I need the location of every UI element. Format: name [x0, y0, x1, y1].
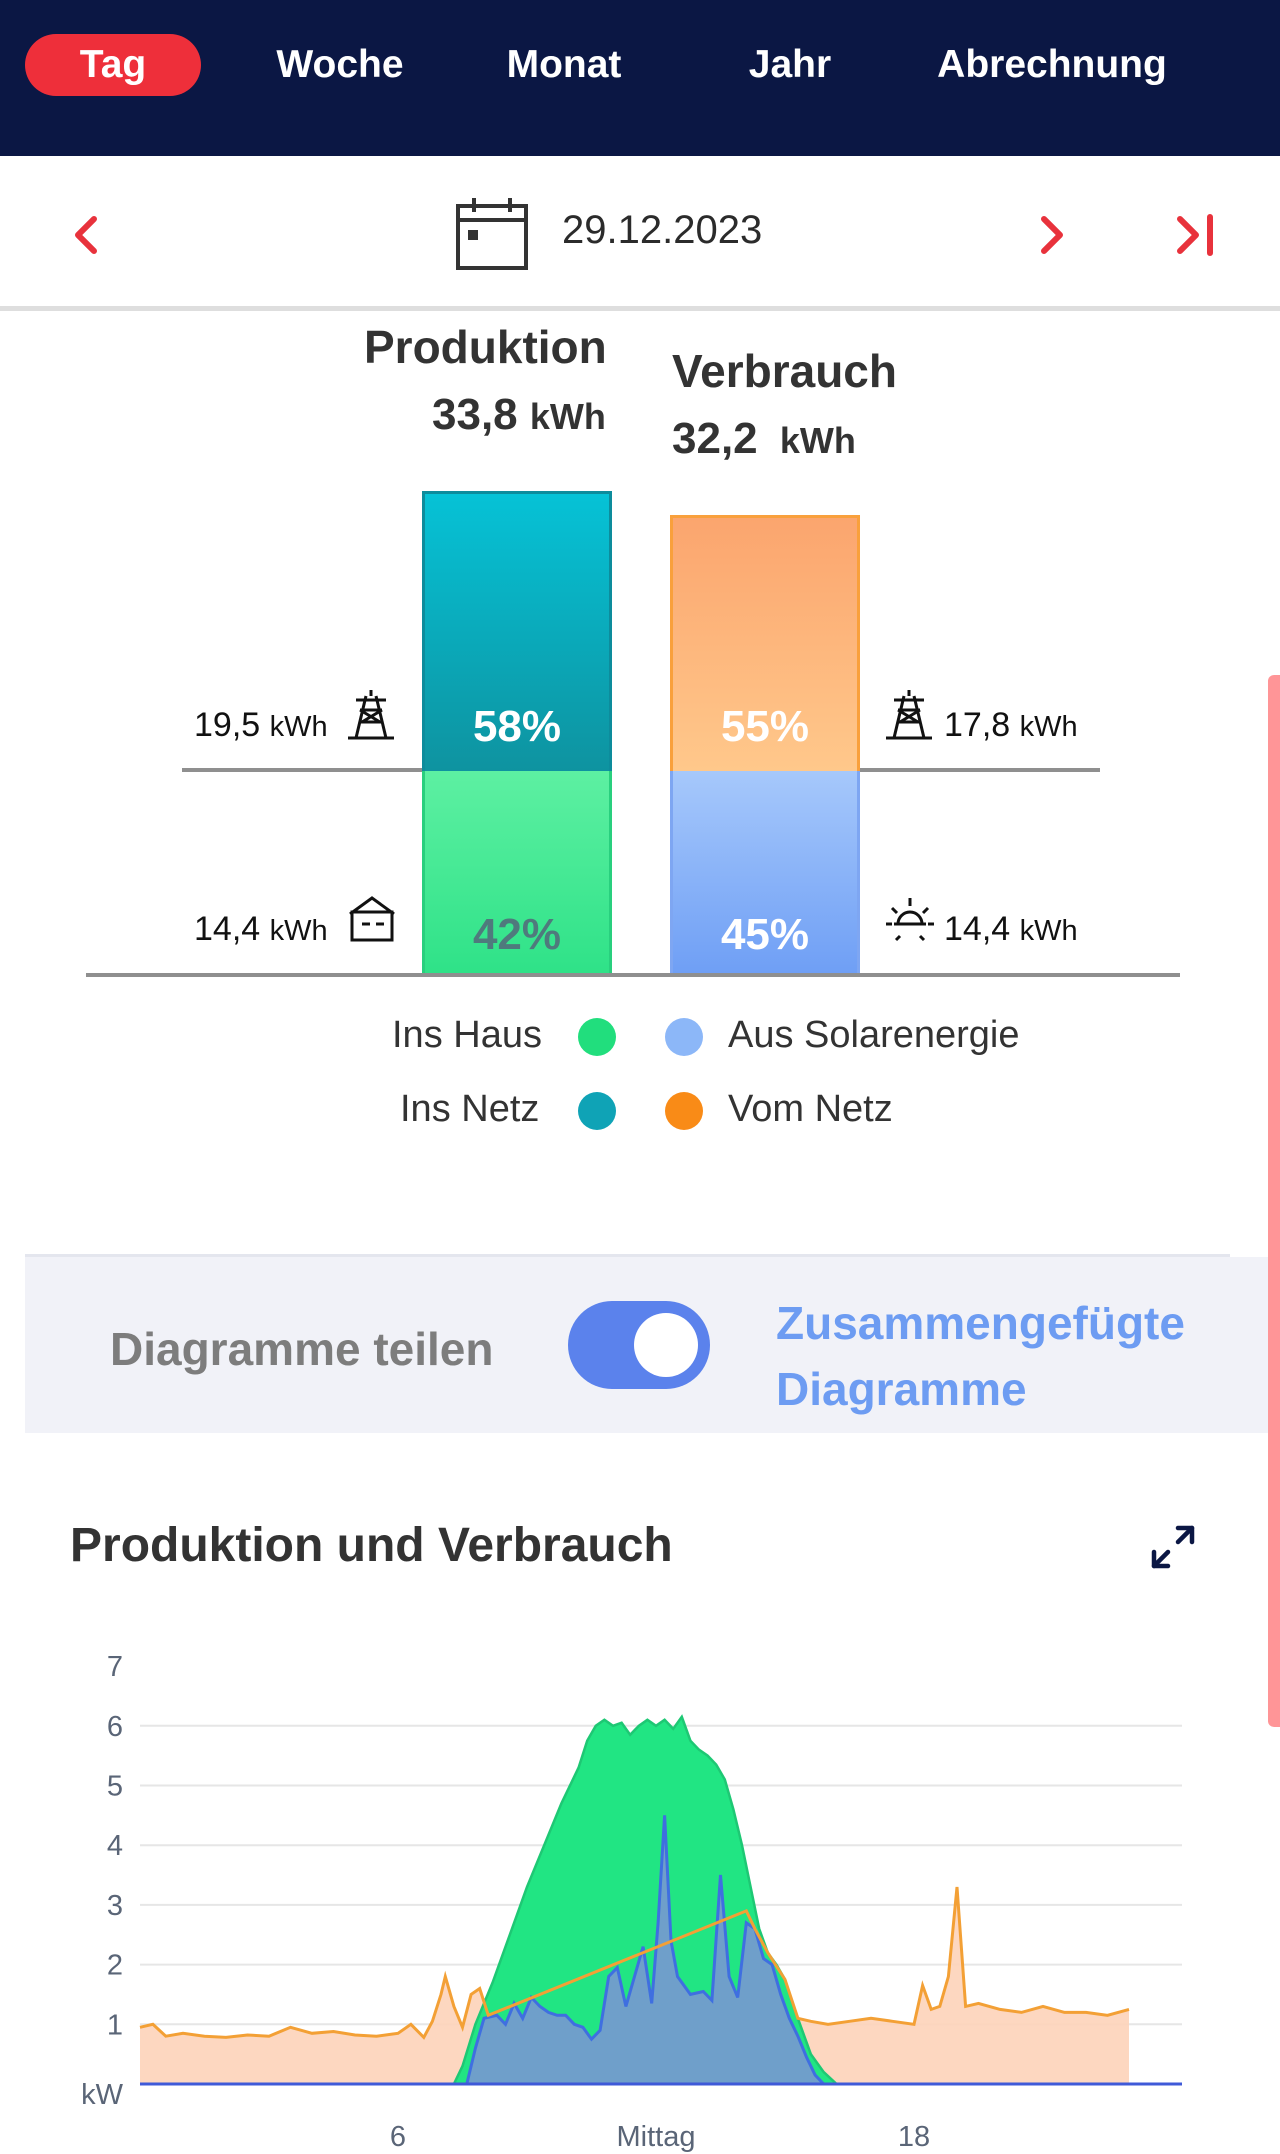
- production-house-number: 14,4: [194, 910, 261, 948]
- consumption-total-value: 32,2: [672, 414, 758, 463]
- calendar-icon[interactable]: [454, 196, 530, 272]
- y-tick-label: 3: [107, 1890, 123, 1922]
- y-tick-label: 1: [107, 2009, 123, 2041]
- consumption-grid-unit: kWh: [1019, 711, 1078, 743]
- tab-jahr[interactable]: Jahr: [748, 43, 832, 86]
- selected-date[interactable]: 29.12.2023: [562, 208, 763, 252]
- divider: [25, 1254, 1230, 1257]
- period-tab-bar: Tag Woche Monat Jahr Abrechnung: [0, 0, 1280, 156]
- production-area: [140, 1716, 1172, 2084]
- production-total: 33,8 kWh: [432, 390, 606, 440]
- legend-dot-aus-solar: [665, 1018, 703, 1056]
- legend-dot-vom-netz: [665, 1092, 703, 1130]
- merged-charts-line1: Zusammengefügte: [776, 1297, 1185, 1349]
- scroll-indicator[interactable]: [1268, 675, 1280, 1727]
- y-axis-unit: kW: [81, 2079, 124, 2111]
- legend-ins-haus: Ins Haus: [392, 1014, 542, 1056]
- production-grid-unit: kWh: [269, 711, 328, 743]
- production-total-unit: kWh: [529, 396, 606, 437]
- chart-title: Produktion und Verbrauch: [70, 1519, 673, 1572]
- sun-icon: [886, 898, 934, 942]
- production-house-value: 14,4 kWh: [194, 910, 328, 949]
- x-tick-label: 18: [898, 2121, 930, 2153]
- consumption-solar-value: 14,4 kWh: [944, 910, 1078, 949]
- legend-aus-solar: Aus Solarenergie: [728, 1014, 1020, 1056]
- consumption-total-unit: kWh: [779, 420, 856, 461]
- chevron-left-icon[interactable]: [56, 205, 116, 265]
- y-tick-label: 7: [107, 1651, 123, 1683]
- x-tick-label: Mittag: [617, 2121, 696, 2153]
- consumption-grid-percent: 55%: [720, 702, 810, 751]
- production-grid-percent: 58%: [472, 702, 562, 751]
- legend-dot-ins-haus: [578, 1018, 616, 1056]
- production-consumption-chart: 1 2 3 4 5 6 7 kW 6 Mittag 18: [81, 1651, 1182, 2153]
- tab-tag[interactable]: Tag: [25, 34, 201, 96]
- power-tower-icon: [348, 690, 394, 740]
- consumption-line: [139, 1886, 1130, 2040]
- consumption-total: 32,2 kWh: [672, 414, 856, 464]
- production-house-percent: 42%: [472, 910, 562, 959]
- x-tick-label: 6: [390, 2121, 406, 2153]
- production-total-value: 33,8: [432, 390, 518, 439]
- consumption-solar-segment: [670, 771, 860, 973]
- consumption-title: Verbrauch: [672, 345, 897, 397]
- consumption-grid-segment: [670, 515, 860, 771]
- production-grid-value: 19,5 kWh: [194, 706, 328, 745]
- production-grid-number: 19,5: [194, 706, 261, 744]
- production-house-segment: [422, 771, 612, 973]
- consumption-solar-unit: kWh: [1019, 915, 1078, 947]
- y-tick-label: 2: [107, 1950, 123, 1982]
- consumption-grid-number: 17,8: [944, 706, 1011, 744]
- house-icon: [349, 896, 395, 942]
- toggle-knob: [634, 1313, 698, 1377]
- divider: [0, 306, 1280, 311]
- y-tick-label: 5: [107, 1771, 123, 1803]
- expand-icon[interactable]: [1148, 1522, 1198, 1572]
- split-charts-label: Diagramme teilen: [110, 1323, 494, 1375]
- chevron-right-icon[interactable]: [1022, 205, 1082, 265]
- skip-to-end-icon[interactable]: [1166, 205, 1226, 265]
- consumption-solar-percent: 45%: [720, 910, 810, 959]
- self-consumption-line: [140, 1815, 1172, 2086]
- y-tick-label: 4: [107, 1830, 123, 1862]
- y-tick-label: 6: [107, 1711, 123, 1743]
- grid-divider-line-right: [860, 768, 1100, 772]
- power-tower-icon-right: [886, 690, 932, 740]
- merged-charts-link[interactable]: Zusammengefügte Diagramme: [776, 1290, 1185, 1422]
- production-house-unit: kWh: [269, 915, 328, 947]
- production-grid-segment: [422, 491, 612, 771]
- consumption-grid-value: 17,8 kWh: [944, 706, 1078, 745]
- legend-ins-netz: Ins Netz: [400, 1088, 540, 1130]
- tab-abrechnung[interactable]: Abrechnung: [937, 43, 1167, 86]
- merged-charts-line2: Diagramme: [776, 1363, 1027, 1415]
- production-title: Produktion: [364, 321, 607, 373]
- grid-divider-line-left: [182, 768, 422, 772]
- tab-woche[interactable]: Woche: [276, 43, 404, 86]
- consumption-solar-number: 14,4: [944, 910, 1011, 948]
- date-navigation: [0, 156, 1280, 306]
- split-charts-toggle[interactable]: [568, 1301, 710, 1389]
- legend-vom-netz: Vom Netz: [728, 1088, 893, 1130]
- tab-monat[interactable]: Monat: [506, 43, 622, 86]
- baseline: [86, 973, 1180, 977]
- legend-dot-ins-netz: [578, 1092, 616, 1130]
